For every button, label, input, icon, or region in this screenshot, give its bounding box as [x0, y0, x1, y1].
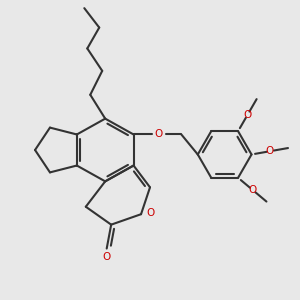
- Text: O: O: [248, 185, 256, 195]
- Text: O: O: [243, 110, 251, 120]
- Text: O: O: [146, 208, 155, 218]
- Text: O: O: [155, 130, 163, 140]
- Text: O: O: [103, 252, 111, 262]
- Text: O: O: [266, 146, 274, 156]
